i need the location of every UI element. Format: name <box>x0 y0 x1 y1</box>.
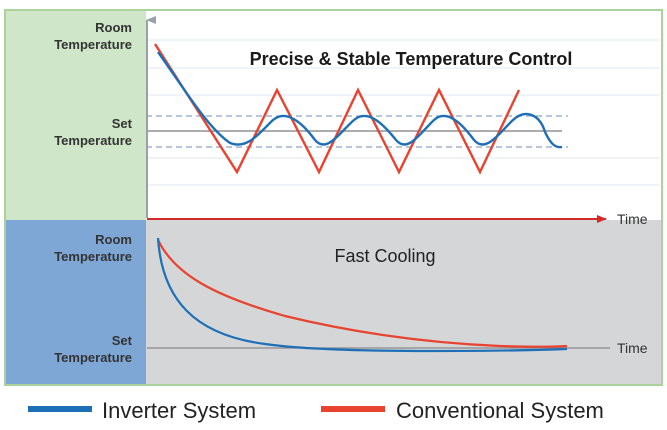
diagram-frame <box>4 9 663 386</box>
top-room-label-2: Temperature <box>54 37 132 52</box>
top-left-panel <box>6 11 146 220</box>
legend-conventional-label: Conventional System <box>396 398 604 423</box>
bottom-right-panel <box>146 220 661 384</box>
conventional-oscillation-curve <box>153 43 521 175</box>
bottom-panel-title: Fast Cooling <box>334 246 435 266</box>
top-panel-title: Precise & Stable Temperature Control <box>250 49 573 69</box>
legend-inverter-swatch <box>28 406 92 412</box>
top-set-label-1: Set <box>112 116 133 131</box>
bottom-set-label-2: Temperature <box>54 350 132 365</box>
legend: Inverter System Conventional System <box>28 398 604 423</box>
top-grid <box>146 39 660 186</box>
top-right-panel <box>146 11 661 220</box>
inverter-cooling-curve <box>156 237 568 353</box>
top-set-label-2: Temperature <box>54 133 132 148</box>
conventional-cooling-curve <box>157 239 568 348</box>
legend-inverter-label: Inverter System <box>102 398 256 423</box>
bottom-time-label: Time <box>617 340 648 356</box>
bottom-room-label-1: Room <box>95 232 132 247</box>
top-room-label-1: Room <box>95 20 132 35</box>
bottom-room-label-2: Temperature <box>54 249 132 264</box>
legend-conventional-swatch <box>321 406 385 412</box>
bottom-set-label-1: Set <box>112 333 133 348</box>
top-time-label: Time <box>617 211 648 227</box>
inverter-stable-curve <box>157 51 563 149</box>
bottom-left-panel <box>6 220 146 384</box>
